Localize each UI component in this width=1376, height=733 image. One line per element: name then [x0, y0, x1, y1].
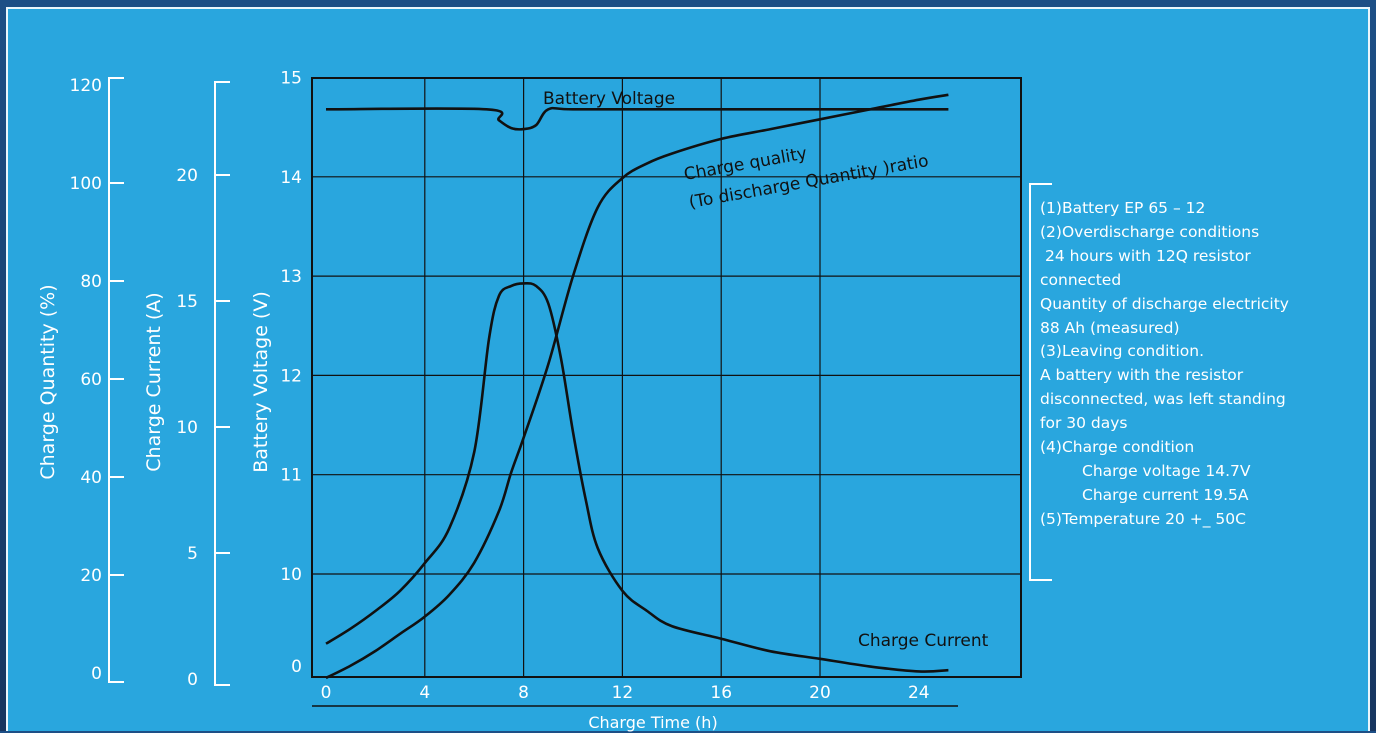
x-tick-label: 24 — [908, 683, 930, 703]
chart-panel: 0 4 8 12 16 20 24 Charge Time (h) 0 20 40 60 80 100 12… — [6, 7, 1370, 732]
note-line: (2)Overdischarge conditions — [1040, 222, 1260, 241]
test-conditions-notes: (1)Battery EP 65 – 12 (2)Overdischarge c… — [1040, 197, 1370, 532]
charge-quality-line — [325, 93, 949, 680]
quantity-tick-label: 100 — [70, 174, 102, 194]
quantity-tick-label: 20 — [80, 566, 102, 586]
note-line: (4)Charge condition — [1040, 438, 1195, 457]
note-line: for 30 days — [1040, 414, 1128, 433]
plot-frame — [311, 77, 1022, 678]
x-axis-title: Charge Time (h) — [588, 713, 717, 732]
quantity-tick-label: 40 — [80, 468, 102, 488]
note-line: 24 hours with 12Q resistor — [1045, 246, 1251, 265]
voltage-axis-title: Battery Voltage (V) — [250, 291, 272, 473]
quantity-tick-label: 60 — [80, 370, 102, 390]
current-tick-label: 20 — [176, 166, 198, 186]
note-line: (1)Battery EP 65 – 12 — [1040, 199, 1206, 217]
voltage-tick-label: 12 — [280, 366, 302, 386]
voltage-tick-label: 11 — [280, 466, 302, 486]
voltage-tick-label: 0 — [291, 657, 302, 677]
quantity-tick-label: 0 — [91, 664, 102, 684]
voltage-tick-label: 15 — [280, 69, 302, 89]
battery-voltage-line — [325, 106, 949, 131]
battery-voltage-label: Battery Voltage — [543, 89, 675, 109]
x-tick-label: 20 — [809, 683, 831, 703]
note-line: disconnected, was left standing — [1040, 390, 1286, 409]
quantity-tick-label: 120 — [70, 76, 102, 96]
current-tick-label: 10 — [176, 418, 198, 438]
voltage-tick-label: 10 — [280, 565, 302, 585]
charge-current-line — [325, 281, 949, 673]
x-tick-label: 16 — [710, 683, 732, 703]
note-line: connected — [1040, 270, 1122, 289]
note-line: (5)Temperature 20 +_ 50C — [1040, 509, 1246, 528]
quantity-tick-label: 80 — [80, 272, 102, 292]
note-line: Charge current 19.5A — [1082, 485, 1249, 504]
current-tick-label: 15 — [176, 292, 198, 312]
x-tick-label: 0 — [321, 683, 332, 703]
x-tick-label: 4 — [419, 683, 430, 703]
note-line: (3)Leaving condition. — [1040, 342, 1205, 361]
note-line: A battery with the resistor — [1040, 366, 1244, 385]
x-tick-label: 12 — [612, 683, 634, 703]
x-tick-label: 8 — [518, 683, 529, 703]
voltage-tick-label: 14 — [280, 168, 302, 188]
note-line: Charge voltage 14.7V — [1082, 461, 1251, 480]
quantity-axis-title: Charge Quantity (%) — [37, 284, 59, 479]
charge-current-label: Charge Current — [858, 631, 989, 651]
note-line: Quantity of discharge electricity — [1040, 294, 1289, 313]
current-axis-title: Charge Current (A) — [143, 292, 165, 471]
current-axis-bracket — [214, 81, 230, 686]
current-tick-label: 0 — [187, 670, 198, 690]
notes-bracket — [1029, 183, 1052, 581]
voltage-tick-label: 13 — [280, 267, 302, 287]
note-line: 88 Ah (measured) — [1040, 318, 1180, 337]
current-tick-label: 5 — [187, 544, 198, 564]
